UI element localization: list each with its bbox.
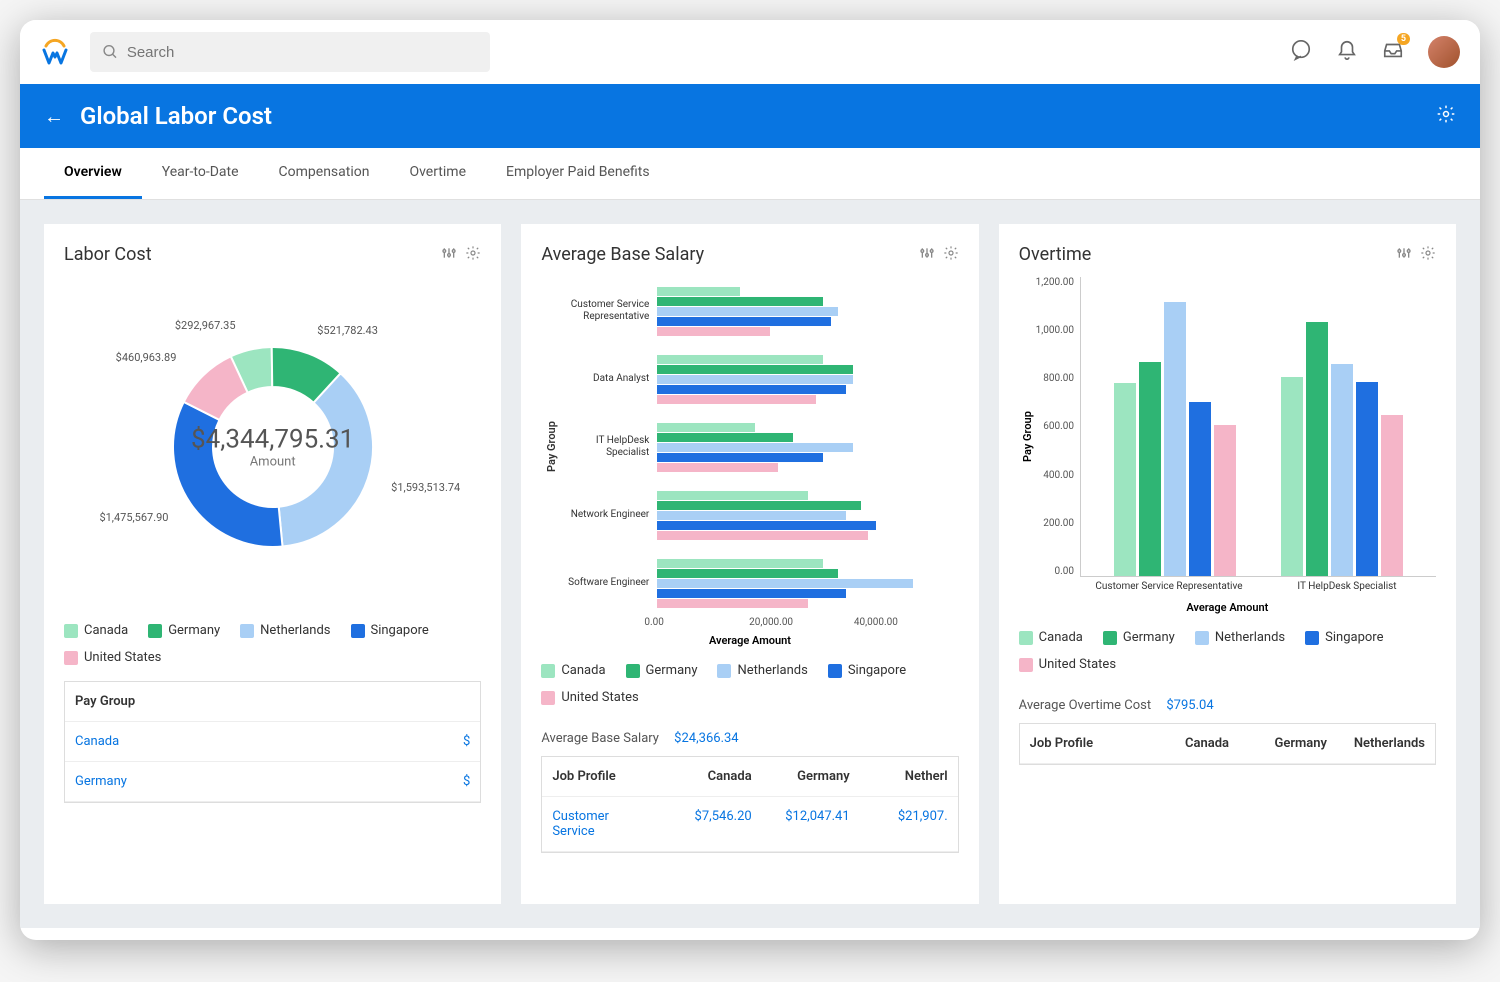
ot-table: Job ProfileCanadaGermanyNetherlands — [1019, 723, 1436, 765]
legend-item: Germany — [1103, 630, 1175, 645]
dashboard-content: Labor Cost $4,344,795.31 Amount $292,967… — [20, 200, 1480, 928]
search-box[interactable] — [90, 32, 490, 72]
page-title: Global Labor Cost — [80, 102, 1436, 130]
legend-item: Germany — [148, 623, 220, 638]
summary: Average Overtime Cost $795.04 — [1019, 698, 1436, 713]
gear-icon[interactable] — [943, 245, 959, 265]
ylabel: Pay Group — [1019, 277, 1036, 597]
legend-item: Singapore — [1305, 630, 1383, 645]
donut-chart: $4,344,795.31 Amount $292,967.35 $521,782… — [133, 307, 413, 587]
hbar-row: Data Analyst — [562, 345, 958, 413]
inbox-icon[interactable]: 5 — [1382, 39, 1404, 65]
search-icon — [102, 43, 119, 61]
page-header: ← Global Labor Cost — [20, 84, 1480, 148]
tab-employer-paid-benefits[interactable]: Employer Paid Benefits — [486, 148, 670, 199]
donut-center-amount: $4,344,795.31 — [191, 425, 354, 455]
tab-compensation[interactable]: Compensation — [259, 148, 390, 199]
vbar-group — [1258, 277, 1426, 576]
vbar-group — [1091, 277, 1259, 576]
hbar-row: Customer Service Representative — [562, 277, 958, 345]
gear-icon[interactable] — [1436, 104, 1456, 128]
legend: Canada Germany Netherlands Singapore United … — [541, 663, 958, 705]
xlabel: Average Amount — [541, 634, 958, 647]
vbar-chart: Pay Group 1,200.001,000.00800.00600.0040… — [1019, 277, 1436, 597]
chat-icon[interactable] — [1290, 39, 1312, 65]
tab-overview[interactable]: Overview — [44, 148, 142, 199]
table-row[interactable]: Germany$ — [65, 762, 480, 802]
donut-slice-label: $1,475,567.90 — [99, 511, 168, 524]
legend-item: Singapore — [351, 623, 429, 638]
hbar-chart: Pay Group Customer Service Representativ… — [541, 277, 958, 617]
donut-slice-label: $521,782.43 — [317, 324, 378, 337]
legend-item: Canada — [1019, 630, 1083, 645]
gear-icon[interactable] — [465, 245, 481, 265]
labor-cost-card: Labor Cost $4,344,795.31 Amount $292,967… — [44, 224, 501, 904]
legend-item: United States — [1019, 657, 1116, 672]
tab-year-to-date[interactable]: Year-to-Date — [142, 148, 259, 199]
filter-icon[interactable] — [919, 245, 935, 265]
avg-base-salary-card: Average Base Salary Pay Group Customer S… — [521, 224, 978, 904]
inbox-badge: 5 — [1397, 33, 1410, 45]
back-arrow-icon[interactable]: ← — [44, 104, 64, 129]
legend-item: Netherlands — [717, 663, 807, 678]
legend: Canada Germany Netherlands Singapore United … — [1019, 630, 1436, 672]
card-title: Overtime — [1019, 244, 1396, 265]
xlabel: Average Amount — [1019, 601, 1436, 614]
abs-table: Job ProfileCanadaGermanyNetherl Customer… — [541, 756, 958, 853]
card-title: Labor Cost — [64, 244, 441, 265]
workday-logo[interactable] — [40, 37, 70, 67]
legend-item: Germany — [626, 663, 698, 678]
legend-item: United States — [64, 650, 161, 665]
legend-item: Netherlands — [1195, 630, 1285, 645]
bell-icon[interactable] — [1336, 39, 1358, 65]
hbar-row: IT HelpDesk Specialist — [562, 413, 958, 481]
tabs: OverviewYear-to-DateCompensationOvertime… — [20, 148, 1480, 200]
ylabel: Pay Group — [541, 277, 562, 617]
legend-item: Singapore — [828, 663, 906, 678]
donut-slice-label: $460,963.89 — [116, 351, 177, 364]
table-header: Pay Group — [65, 682, 450, 721]
filter-icon[interactable] — [441, 245, 457, 265]
avatar[interactable] — [1428, 36, 1460, 68]
table-row[interactable]: Customer Service$7,546.20$12,047.41$21,9… — [542, 797, 957, 852]
legend-item: Canada — [64, 623, 128, 638]
gear-icon[interactable] — [1420, 245, 1436, 265]
donut-slice-label: $292,967.35 — [175, 319, 236, 332]
card-title: Average Base Salary — [541, 244, 918, 265]
hbar-row: Software Engineer — [562, 549, 958, 617]
summary: Average Base Salary $24,366.34 — [541, 731, 958, 746]
donut-slice-label: $1,593,513.74 — [391, 481, 460, 494]
legend: Canada Germany Netherlands Singapore United … — [64, 623, 481, 665]
labor-cost-table: Pay Group Canada$Germany$ — [64, 681, 481, 803]
legend-item: United States — [541, 690, 638, 705]
tab-overtime[interactable]: Overtime — [389, 148, 486, 199]
donut-center-label: Amount — [191, 455, 354, 470]
hbar-row: Network Engineer — [562, 481, 958, 549]
topbar: 5 — [20, 20, 1480, 84]
search-input[interactable] — [127, 44, 478, 61]
overtime-card: Overtime Pay Group 1,200.001,000.00800.0… — [999, 224, 1456, 904]
filter-icon[interactable] — [1396, 245, 1412, 265]
legend-item: Canada — [541, 663, 605, 678]
legend-item: Netherlands — [240, 623, 330, 638]
table-row[interactable]: Canada$ — [65, 722, 480, 762]
